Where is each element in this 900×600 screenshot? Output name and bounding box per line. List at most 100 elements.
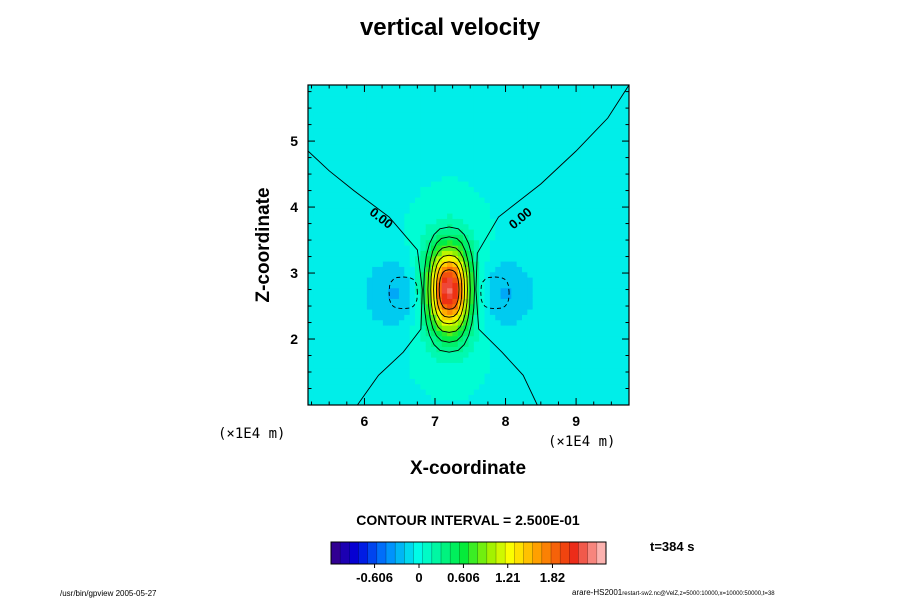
field-cell: [570, 346, 577, 353]
field-cell: [318, 143, 325, 150]
field-cell: [372, 282, 379, 289]
field-cell: [548, 111, 555, 118]
field-cell: [441, 298, 448, 305]
field-cell: [527, 383, 534, 390]
field-cell: [516, 234, 523, 241]
field-cell: [398, 362, 405, 369]
field-cell: [356, 394, 363, 401]
field-cell: [618, 362, 625, 369]
field-cell: [532, 234, 539, 241]
field-cell: [500, 394, 507, 401]
field-cell: [334, 149, 341, 155]
field-cell: [420, 261, 427, 267]
field-cell: [361, 367, 368, 374]
field-cell: [602, 309, 609, 315]
field-cell: [404, 277, 411, 283]
field-cell: [415, 218, 421, 225]
field-cell: [340, 191, 347, 198]
field-cell: [500, 101, 507, 107]
field-cell: [382, 234, 389, 241]
field-cell: [580, 207, 587, 214]
field-cell: [398, 207, 405, 214]
field-cell: [340, 133, 347, 139]
field-cell: [436, 143, 443, 150]
field-cell: [522, 341, 528, 347]
field-cell: [409, 399, 416, 405]
field-cell: [404, 399, 411, 405]
field-cell: [409, 143, 416, 150]
field-cell: [366, 133, 373, 139]
field-cell: [425, 229, 432, 235]
field-cell: [457, 149, 464, 155]
field-cell: [538, 111, 544, 118]
field-cell: [479, 133, 486, 139]
field-cell: [495, 282, 502, 289]
field-cell: [345, 207, 352, 214]
field-cell: [468, 165, 475, 171]
field-cell: [623, 175, 629, 182]
field-cell: [350, 149, 357, 155]
field-cell: [313, 186, 320, 193]
field-cell: [554, 277, 561, 283]
field-cell: [329, 271, 336, 278]
field-cell: [479, 287, 486, 294]
field-cell: [580, 175, 587, 182]
field-cell: [393, 266, 400, 273]
field-cell: [404, 175, 411, 182]
field-cell: [377, 101, 384, 107]
field-cell: [591, 127, 598, 134]
field-cell: [393, 133, 400, 139]
field-cell: [382, 255, 389, 262]
field-cell: [500, 351, 507, 358]
field-cell: [468, 197, 475, 203]
field-cell: [345, 314, 352, 321]
field-cell: [607, 277, 614, 283]
field-cell: [511, 234, 518, 241]
colorbar-swatch: [367, 542, 378, 564]
field-cell: [377, 314, 384, 321]
field-cell: [500, 277, 507, 283]
field-cell: [543, 351, 550, 358]
field-cell: [575, 319, 582, 326]
field-cell: [484, 117, 491, 123]
field-cell: [505, 362, 512, 369]
field-cell: [356, 234, 363, 241]
field-cell: [468, 159, 475, 166]
field-cell: [607, 186, 614, 193]
field-cell: [372, 389, 379, 395]
field-cell: [511, 330, 518, 337]
field-cell: [505, 325, 512, 331]
field-cell: [607, 165, 614, 171]
field-cell: [372, 191, 379, 198]
field-cell: [366, 234, 373, 241]
field-cell: [329, 202, 336, 209]
field-cell: [409, 293, 416, 299]
field-cell: [559, 149, 566, 155]
field-cell: [516, 127, 523, 134]
field-cell: [559, 154, 566, 161]
field-cell: [366, 101, 373, 107]
field-cell: [591, 293, 598, 299]
field-cell: [618, 341, 625, 347]
field-cell: [468, 389, 475, 395]
field-cell: [591, 165, 598, 171]
field-cell: [457, 181, 464, 187]
field-cell: [361, 95, 368, 102]
field-cell: [511, 346, 518, 353]
field-cell: [468, 170, 475, 177]
field-cell: [511, 293, 518, 299]
field-cell: [548, 101, 555, 107]
field-cell: [468, 325, 475, 331]
field-cell: [564, 282, 571, 289]
field-cell: [377, 117, 384, 123]
field-cell: [398, 95, 405, 102]
field-cell: [452, 399, 459, 405]
field-cell: [313, 373, 320, 379]
field-cell: [602, 143, 609, 150]
field-cell: [607, 181, 614, 187]
field-cell: [618, 106, 625, 113]
field-cell: [612, 207, 619, 214]
field-cell: [591, 138, 598, 145]
field-cell: [415, 95, 421, 102]
field-cell: [345, 234, 352, 241]
